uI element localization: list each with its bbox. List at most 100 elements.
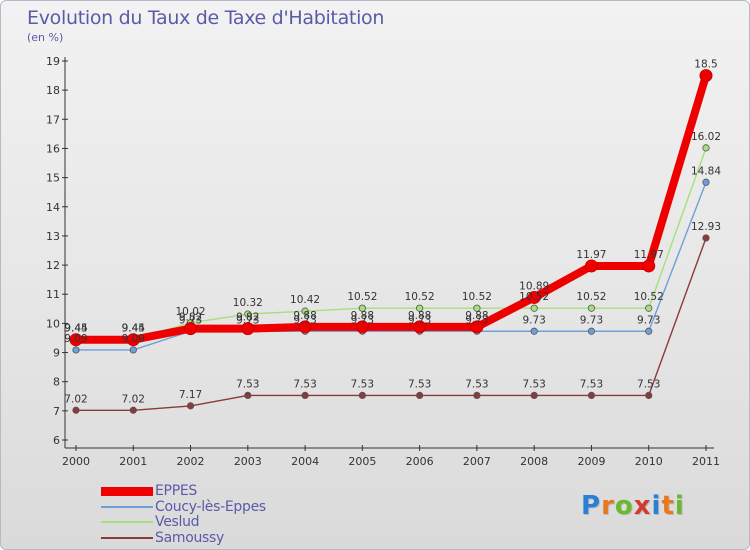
data-label-coucy-l-s-eppes: 9.73 [351,314,374,326]
data-label-veslud: 10.52 [347,291,377,303]
data-point-eppes [298,320,312,334]
logo-letter: i [674,491,685,521]
logo-letter: o [614,491,634,521]
data-label-samoussy: 7.53 [637,378,660,390]
x-tick-label: 2000 [62,455,90,468]
data-point-samoussy [530,391,538,399]
data-point-coucy-l-s-eppes [72,346,80,354]
logo-letter: i [651,491,662,521]
data-label-eppes: 9.88 [351,310,374,322]
data-label-samoussy: 12.93 [691,221,721,233]
data-label-coucy-l-s-eppes: 9.73 [465,314,488,326]
logo-letter: t [661,491,675,521]
legend-swatch-coucy [101,505,153,508]
data-label-eppes: 9.88 [293,310,316,322]
logo-letter: r [601,491,615,521]
data-point-eppes [413,320,427,334]
y-tick-label: 15 [46,172,60,185]
data-label-samoussy: 7.02 [64,393,87,405]
x-tick-label: 2011 [692,455,720,468]
data-label-veslud: 10.52 [519,291,549,303]
data-point-eppes [241,322,255,336]
data-label-samoussy: 7.53 [293,378,316,390]
data-label-veslud: 10.02 [176,306,206,318]
data-label-veslud: 9.45 [64,322,87,334]
data-point-veslud [301,307,309,315]
data-label-coucy-l-s-eppes: 9.73 [408,314,431,326]
data-label-veslud: 10.42 [290,294,320,306]
data-point-eppes [584,259,598,273]
data-label-eppes: 9.82 [179,312,202,324]
data-point-coucy-l-s-eppes [129,346,137,354]
y-tick-label: 7 [53,405,60,418]
data-point-samoussy [702,234,710,242]
data-label-eppes: 18.5 [694,59,717,71]
series-line-veslud [75,147,707,341]
y-tick-label: 10 [46,317,60,330]
data-point-veslud [244,310,252,318]
x-tick-label: 2001 [119,455,147,468]
x-tick-label: 2007 [463,455,491,468]
data-point-samoussy [587,391,596,399]
data-label-coucy-l-s-eppes: 9.73 [236,314,259,326]
data-point-samoussy [645,391,653,399]
data-label-samoussy: 7.53 [351,378,374,390]
data-label-coucy-l-s-eppes: 9.73 [293,314,316,326]
data-label-coucy-l-s-eppes: 9.73 [637,314,660,326]
data-label-eppes: 9.82 [236,312,259,324]
legend-label-coucy: Coucy-lès-Eppes [155,498,266,515]
legend-label-eppes: EPPES [155,483,197,499]
data-point-coucy-l-s-eppes [530,327,538,335]
logo-letter: x [633,491,652,521]
data-point-eppes [470,320,484,334]
data-point-veslud [416,304,424,312]
x-tick-label: 2006 [406,455,434,468]
y-tick-label: 11 [46,288,60,301]
data-point-samoussy [244,391,252,399]
logo-letter: P [581,491,602,521]
chart-series [69,69,713,414]
data-label-coucy-l-s-eppes: 9.09 [122,333,145,345]
data-label-samoussy: 7.53 [580,378,603,390]
legend-label-samoussy: Samoussy [155,529,225,546]
data-label-veslud: 10.52 [576,291,606,303]
data-point-eppes [699,69,713,83]
data-label-eppes: 9.88 [408,310,431,322]
data-label-coucy-l-s-eppes: 9.73 [522,314,545,326]
data-label-samoussy: 7.02 [122,393,145,405]
data-label-eppes: 9.44 [122,323,146,335]
data-label-samoussy: 7.53 [408,378,431,390]
data-point-eppes [126,333,140,347]
data-label-eppes: 11.97 [576,249,606,261]
data-point-veslud [358,304,366,312]
data-point-samoussy [129,406,137,414]
y-tick-label: 17 [46,113,60,126]
data-point-eppes [184,322,198,336]
data-label-coucy-l-s-eppes: 9.73 [580,314,603,326]
legend-swatch-veslud [101,521,153,523]
x-tick-label: 2008 [520,455,548,468]
data-label-veslud: 10.52 [634,291,664,303]
y-tick-label: 8 [53,376,60,389]
data-label-coucy-l-s-eppes: 9.09 [64,333,87,345]
data-point-samoussy [301,391,309,399]
data-point-eppes [355,320,369,334]
chart-value-labels: 7.02 7.02 7.17 7.53 7.53 7.53 7.53 7.53 7.53 7.53… [64,59,721,406]
data-point-veslud [473,304,481,312]
data-label-veslud: 10.52 [462,291,492,303]
chart-title: Evolution du Taux de Taxe d'Habitation [27,7,385,29]
x-tick-label: 2009 [577,455,605,468]
data-label-samoussy: 7.53 [236,378,259,390]
data-label-eppes: 11.97 [634,249,664,261]
data-point-samoussy [416,391,424,399]
data-label-eppes: 10.89 [519,280,549,292]
data-label-samoussy: 7.53 [465,378,488,390]
y-tick-label: 18 [46,84,60,97]
data-point-coucy-l-s-eppes [587,327,596,335]
series-line-samoussy [75,237,707,411]
y-tick-label: 14 [46,201,60,214]
y-tick-label: 16 [46,142,60,155]
series-line-eppes [72,71,710,344]
